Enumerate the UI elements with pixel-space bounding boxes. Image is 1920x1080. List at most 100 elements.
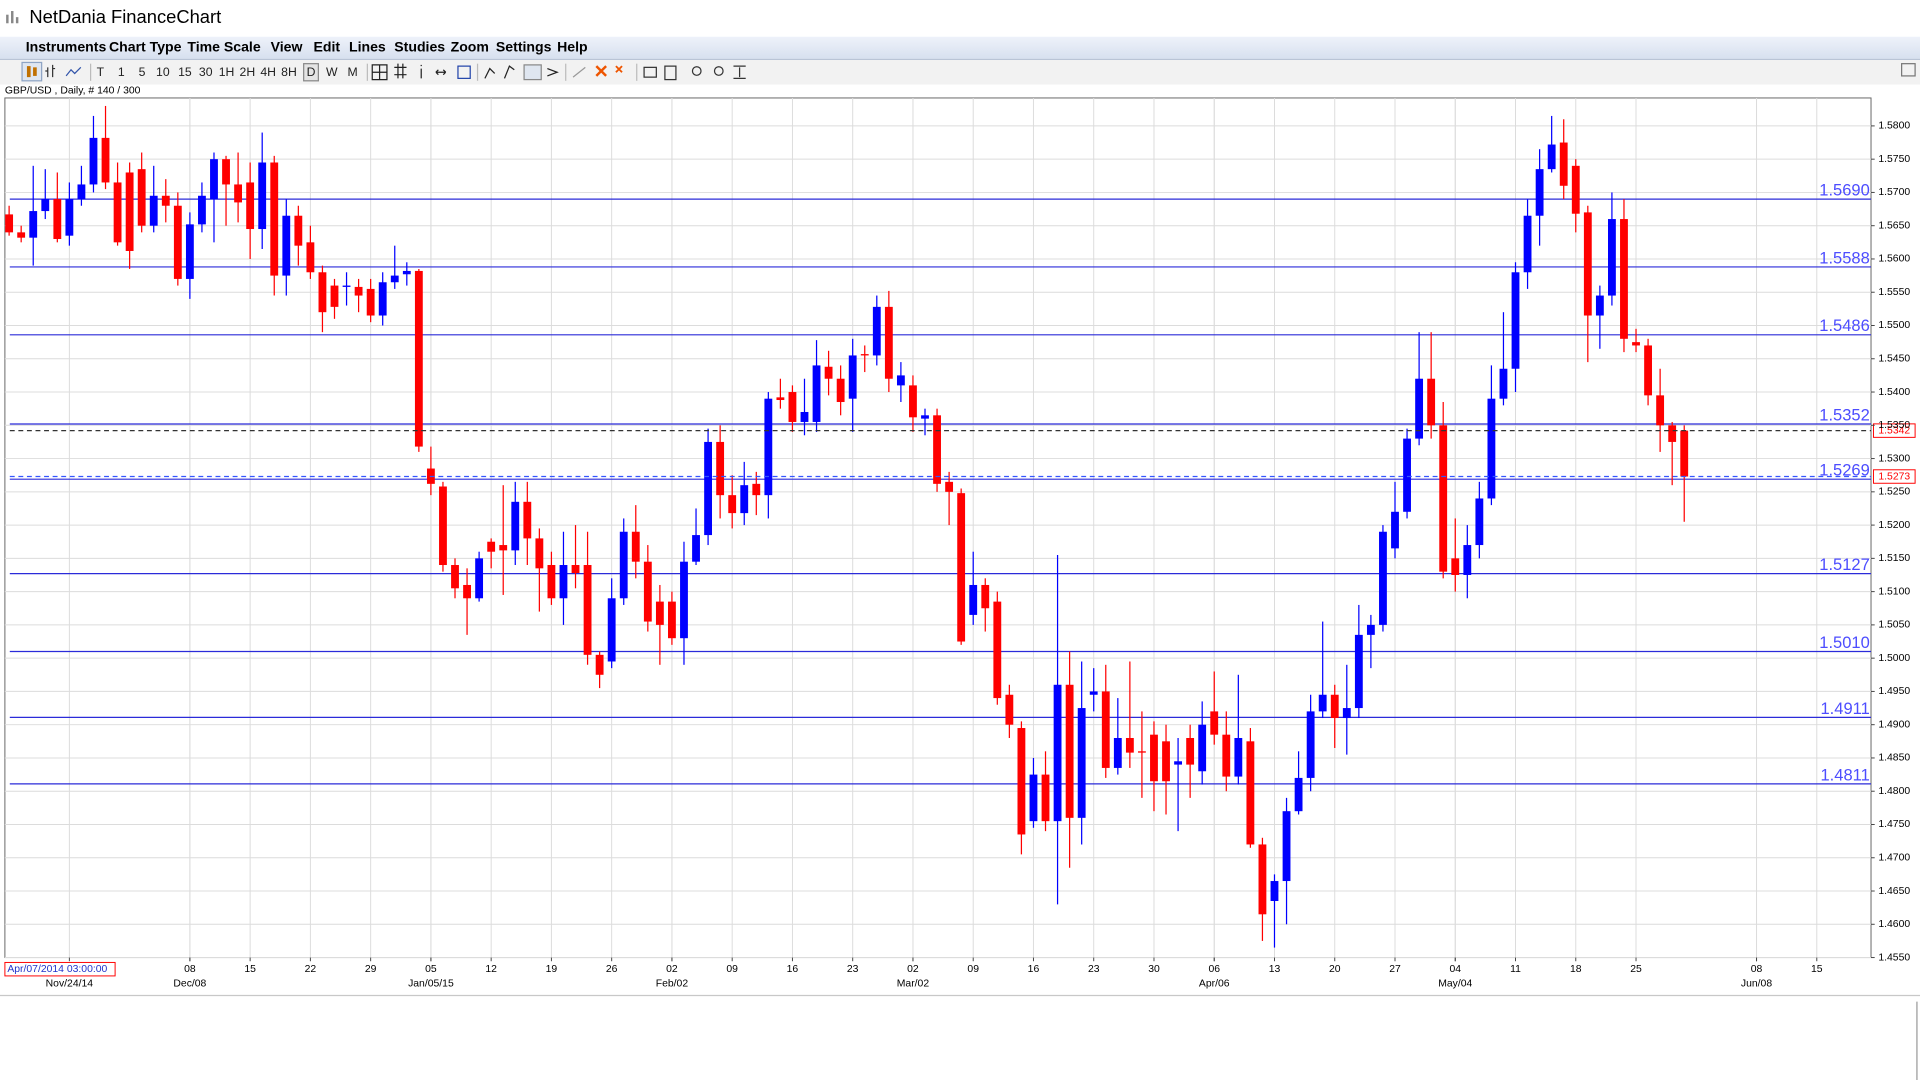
menu-item[interactable]: Time Scale <box>187 38 260 54</box>
candle-body <box>41 199 50 212</box>
candle-body <box>1656 395 1665 426</box>
tool-draw[interactable] <box>572 66 586 78</box>
candle-body <box>993 601 1002 699</box>
candle-body <box>981 584 990 609</box>
axes: 1.4550 1.4600 1.4650 1.4700 1.4750 1.4800 1.48… <box>46 121 1911 990</box>
candle-body <box>1475 498 1484 546</box>
y-tick-label: 1.5100 <box>1878 586 1910 597</box>
timeframe-button[interactable]: 10 <box>156 65 170 79</box>
candle-body <box>824 366 833 379</box>
menu-item[interactable]: Zoom <box>451 38 489 54</box>
candle-body <box>1583 212 1592 316</box>
menu-item[interactable]: View <box>271 38 303 54</box>
tool-fib[interactable] <box>523 64 542 81</box>
y-tick-label: 1.5500 <box>1878 320 1910 331</box>
tool-line-chart[interactable] <box>65 66 82 77</box>
candle-body <box>848 355 857 399</box>
plot-area <box>4 97 1872 959</box>
tool-window[interactable] <box>1901 63 1916 77</box>
timeframe-button[interactable]: 30 <box>199 65 213 79</box>
candle-body <box>29 211 38 238</box>
x-tick-label: Jan/05/15 <box>408 979 454 990</box>
tool-fit[interactable] <box>733 65 746 79</box>
tool-delete[interactable] <box>595 65 607 77</box>
candle-body <box>282 215 291 276</box>
tool-zoom-out[interactable] <box>713 66 724 76</box>
menu-item[interactable]: Lines <box>349 38 386 54</box>
candle-body <box>330 285 339 307</box>
candle-body <box>342 285 351 287</box>
timeframe-button[interactable]: M <box>348 65 358 79</box>
instrument-label: GBP/USD , Daily, # 140 / 300 <box>5 85 141 96</box>
candle-body <box>619 531 628 599</box>
timeframe-button[interactable]: W <box>326 65 338 79</box>
candle-body <box>475 558 484 599</box>
timeframe-button[interactable]: 1 <box>118 65 125 79</box>
candle-body <box>1523 215 1532 273</box>
candle-body <box>414 270 423 447</box>
cursor-label: Apr/07/2014 03:00:00 <box>7 964 107 975</box>
level-label: 1.4911 <box>1820 699 1869 718</box>
candle-body <box>668 601 676 639</box>
x-tick-label: Apr/06 <box>1199 979 1230 990</box>
candle-body <box>222 159 230 185</box>
candle-body <box>390 275 399 283</box>
candle-body <box>559 565 568 599</box>
candle-body <box>1162 741 1170 782</box>
menu: Instruments Chart Type Time Scale View Edit L… <box>26 38 588 54</box>
x-tick-label: 19 <box>546 964 558 975</box>
menu-item[interactable]: Help <box>557 38 588 54</box>
timeframe-button[interactable]: 8H <box>281 65 297 79</box>
candle-body <box>812 365 821 422</box>
tool-volume[interactable] <box>457 65 471 79</box>
candle-body <box>752 483 761 496</box>
tool-candle[interactable] <box>21 61 43 82</box>
candle-body <box>101 137 110 183</box>
candle-body <box>1065 684 1074 818</box>
menu-item[interactable]: Edit <box>313 38 340 54</box>
menu-item[interactable]: Chart Type <box>109 38 182 54</box>
menu-item[interactable]: Settings <box>496 38 552 54</box>
timeframe-button[interactable]: 5 <box>139 65 146 79</box>
y-tick-label: 1.4900 <box>1878 719 1910 730</box>
x-tick-label: 05 <box>425 964 437 975</box>
x-tick-label: 12 <box>485 964 497 975</box>
level-label: 1.5690 <box>1819 180 1870 199</box>
x-tick-label: 30 <box>1148 964 1160 975</box>
tool-trend[interactable] <box>484 65 515 79</box>
candle-body <box>65 199 74 236</box>
tool-bar-chart[interactable] <box>45 64 56 78</box>
tool-delete-all[interactable] <box>615 65 623 73</box>
tool-pan[interactable] <box>435 69 447 76</box>
x-tick-label: 15 <box>1811 964 1823 975</box>
timeframe-button[interactable]: T <box>97 65 105 79</box>
tool-select[interactable] <box>547 67 559 77</box>
candle-body <box>595 654 604 675</box>
menu-item[interactable]: Instruments <box>26 38 107 54</box>
candle-body <box>1547 144 1556 170</box>
y-tick-label: 1.4550 <box>1878 952 1910 963</box>
tool-print[interactable] <box>643 66 657 78</box>
tool-preview[interactable] <box>664 65 677 81</box>
candle-body <box>246 182 255 230</box>
candle-body <box>402 270 411 275</box>
timeframe-button[interactable]: D <box>307 65 316 79</box>
timeframe-button[interactable]: 2H <box>240 65 256 79</box>
tool-grid[interactable] <box>394 63 407 79</box>
y-tick-label: 1.5650 <box>1878 220 1910 231</box>
tool-crosshair[interactable] <box>371 64 388 81</box>
candle-body <box>1125 737 1134 753</box>
menu-item[interactable]: Studies <box>394 38 445 54</box>
x-tick-label: 04 <box>1449 964 1461 975</box>
y-tick-label: 1.4600 <box>1878 919 1910 930</box>
candle-body <box>149 195 158 226</box>
tool-zoom-in[interactable] <box>691 66 702 76</box>
y-tick-label: 1.5350 <box>1878 420 1910 431</box>
y-tick-label: 1.4700 <box>1878 853 1910 864</box>
timeframe-button[interactable]: 1H <box>219 65 235 79</box>
x-tick-label: 02 <box>666 964 678 975</box>
timeframe-button[interactable]: 15 <box>178 65 192 79</box>
x-tick-label: 09 <box>726 964 738 975</box>
timeframe-button[interactable]: 4H <box>260 65 276 79</box>
